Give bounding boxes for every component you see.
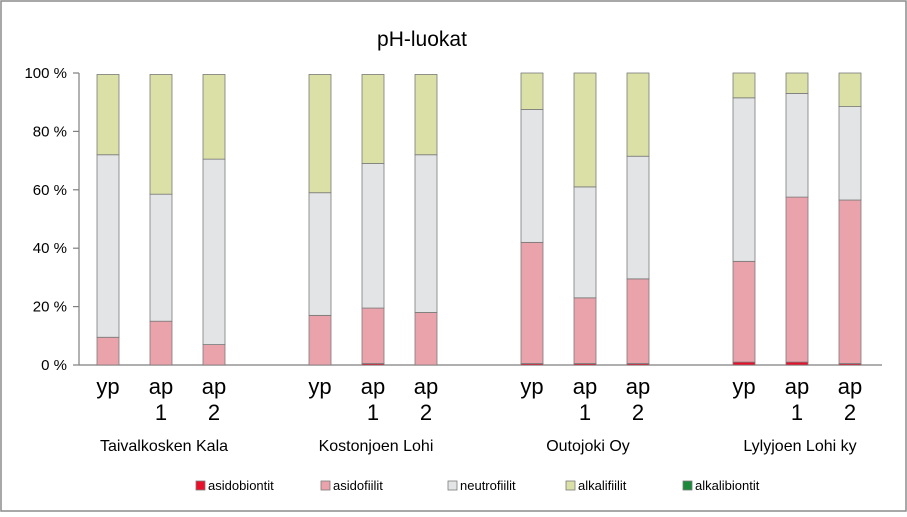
bar-segment-alkalifiilit: [149, 74, 173, 195]
bar-segment-alkalifiilit: [626, 72, 650, 157]
bar-segment-alkalifiilit: [732, 72, 756, 99]
bar-segment-asidofiilit: [573, 297, 597, 364]
bar-segment-asidofiilit: [361, 307, 385, 364]
x-tick-label: ap: [414, 374, 438, 399]
x-tick-label: ap: [361, 374, 385, 399]
bar-segment-asidofiilit: [732, 260, 756, 363]
x-tick-label: 1: [579, 400, 591, 425]
bar-segment-neutrofiilit: [414, 154, 438, 313]
bar-segment-asidofiilit: [626, 278, 650, 364]
bar-segment-neutrofiilit: [520, 109, 544, 243]
legend-label: alkalibiontit: [695, 478, 760, 493]
group-label: Outojoki Oy: [546, 438, 630, 455]
x-tick-label: ap: [626, 374, 650, 399]
legend: asidobiontit asidofiilit neutrofiilit alkal…: [195, 478, 760, 493]
x-tick-label: ap: [785, 374, 809, 399]
x-tick-label: yp: [520, 374, 543, 399]
bar-segment-asidofiilit: [838, 199, 862, 364]
legend-swatch: [320, 480, 331, 491]
bar-segment-neutrofiilit: [96, 154, 120, 338]
x-tick-label: yp: [308, 374, 331, 399]
x-tick-label: yp: [96, 374, 119, 399]
legend-swatch: [195, 480, 206, 491]
x-tick-label: 2: [632, 400, 644, 425]
chart-title: pH-luokat: [377, 28, 467, 51]
bar-segment-asidobiontit: [732, 361, 756, 366]
x-tick-label: ap: [838, 374, 862, 399]
y-tick-label: 60 %: [33, 182, 67, 199]
bar-segment-asidofiilit: [149, 320, 173, 366]
legend-label: alkalifiilit: [578, 478, 627, 493]
bar-segment-asidofiilit: [520, 241, 544, 364]
bar-segment-neutrofiilit: [308, 192, 332, 316]
x-tick-label: 1: [367, 400, 379, 425]
x-tick-label: 2: [208, 400, 220, 425]
legend-label: asidobiontit: [208, 478, 274, 493]
bar-segment-alkalifiilit: [785, 72, 809, 94]
bar-segment-alkalifiilit: [96, 74, 120, 156]
group-label: Taivalkosken Kala: [100, 438, 228, 455]
bar-segment-alkalifiilit: [520, 72, 544, 110]
legend-swatch: [682, 480, 693, 491]
bar-segment-neutrofiilit: [202, 158, 226, 345]
x-tick-label: ap: [149, 374, 173, 399]
bar-segment-asidobiontit: [785, 361, 809, 366]
bar-segment-alkalifiilit: [573, 72, 597, 188]
x-tick-label: ap: [202, 374, 226, 399]
bar-segment-alkalifiilit: [361, 74, 385, 164]
y-tick-label: 0 %: [41, 357, 67, 374]
legend-swatch: [447, 480, 458, 491]
x-tick-label: 1: [791, 400, 803, 425]
bar-segment-neutrofiilit: [785, 93, 809, 198]
bars-layer: [96, 72, 862, 366]
bar-segment-alkalifiilit: [308, 74, 332, 194]
y-tick-label: 80 %: [33, 123, 67, 140]
bar-segment-neutrofiilit: [573, 186, 597, 299]
x-tick-label: 2: [844, 400, 856, 425]
y-tick-label: 20 %: [33, 299, 67, 316]
group-label: Lylyjoen Lohi ky: [743, 438, 856, 455]
bar-segment-alkalifiilit: [202, 74, 226, 160]
bar-segment-neutrofiilit: [149, 193, 173, 322]
legend-swatch: [565, 480, 576, 491]
y-tick-label: 100 %: [24, 65, 67, 82]
bar-segment-neutrofiilit: [838, 106, 862, 201]
y-tick-label: 40 %: [33, 240, 67, 257]
x-tick-label: yp: [732, 374, 755, 399]
legend-label: asidofiilit: [333, 478, 383, 493]
bar-segment-neutrofiilit: [732, 97, 756, 262]
x-tick-label: 1: [155, 400, 167, 425]
bar-segment-neutrofiilit: [361, 163, 385, 309]
bar-segment-neutrofiilit: [626, 155, 650, 280]
bar-segment-alkalifiilit: [838, 72, 862, 107]
legend-label: neutrofiilit: [460, 478, 516, 493]
group-label: Kostonjoen Lohi: [319, 438, 434, 455]
bar-segment-asidofiilit: [308, 314, 332, 366]
bar-segment-alkalifiilit: [414, 74, 438, 156]
bar-segment-asidofiilit: [202, 344, 226, 366]
bar-segment-asidofiilit: [785, 196, 809, 363]
bar-segment-asidofiilit: [414, 312, 438, 366]
bar-segment-asidofiilit: [96, 336, 120, 366]
x-tick-label: ap: [573, 374, 597, 399]
x-tick-label: 2: [420, 400, 432, 425]
